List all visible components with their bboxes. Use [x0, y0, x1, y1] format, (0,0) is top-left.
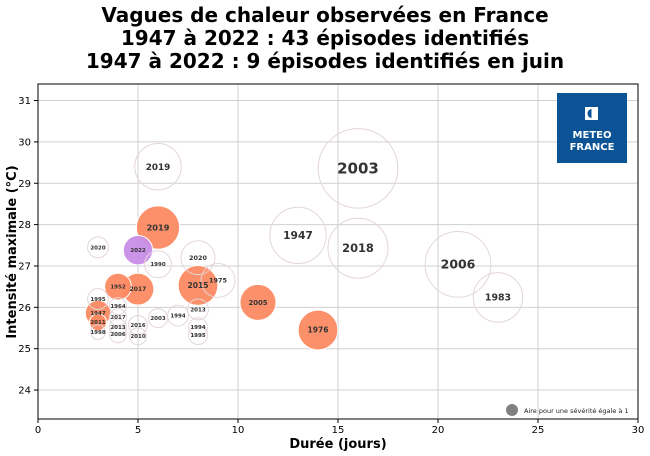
x-tick-label: 30 — [632, 425, 645, 436]
bubble-label: 1964 — [110, 304, 125, 310]
bubble-label: 2022 — [130, 248, 146, 254]
x-tick-label: 10 — [232, 425, 245, 436]
bubble-label: 1975 — [209, 277, 227, 285]
y-tick-label: 28 — [18, 220, 31, 231]
bubbles: 2003 2019 2019 1947 2018 2006 1983 1976 2005 1975… — [84, 128, 524, 351]
bubble-label: 2020 — [90, 245, 105, 251]
size-legend-marker — [506, 404, 518, 416]
bubble-2013 — [187, 298, 209, 321]
y-tick-label: 27 — [18, 261, 31, 272]
svg-text:FRANCE: FRANCE — [570, 142, 615, 153]
bubble-label: 2003 — [150, 316, 165, 322]
bubble-2016 — [128, 315, 148, 336]
bubble-label: 1995 — [90, 297, 105, 303]
bubble-label: 2011 — [90, 320, 105, 326]
x-tick-label: 15 — [332, 425, 345, 436]
bubble-label: 2003 — [337, 160, 379, 178]
bubble-1998 — [90, 324, 106, 340]
svg-text:METEO: METEO — [573, 130, 612, 141]
x-tick-label: 20 — [432, 425, 445, 436]
bubble-label: 1994 — [170, 314, 185, 320]
y-tick-label: 25 — [18, 344, 31, 355]
bubble-label: 2019 — [147, 222, 170, 232]
bubble-2010 — [129, 327, 147, 346]
bubble-label: 2006 — [441, 257, 476, 272]
bubble-label: 1995 — [190, 333, 205, 339]
bubble-label: 1952 — [110, 285, 125, 291]
bubble-label: 2016 — [130, 323, 145, 329]
y-axis-label: Intensité maximale (°C) — [5, 165, 20, 338]
chart-title-line-3: 1947 à 2022 : 9 épisodes identifiés en j… — [85, 49, 565, 73]
size-legend-label: Aire pour une sévérité égale à 1 — [524, 407, 629, 415]
bubble-1983 — [472, 272, 524, 323]
bubble-1952 — [104, 272, 132, 301]
bubble-2013 — [109, 318, 127, 337]
bubble-2003 — [317, 128, 399, 209]
bubble-label: 1994 — [190, 325, 205, 331]
chart-title-line-2: 1947 à 2022 : 43 épisodes identifiés — [120, 26, 530, 50]
bubble-label: 1998 — [90, 330, 105, 336]
chart-title-line-1: Vagues de chaleur observées en France — [101, 3, 549, 27]
bubble-1947 — [269, 206, 327, 265]
bubble-label: 2013 — [190, 307, 205, 313]
bubble-1975 — [200, 262, 236, 298]
y-tick-label: 26 — [18, 303, 31, 314]
bubble-2020 — [180, 240, 216, 276]
x-tick-label: 5 — [135, 425, 141, 436]
bubble-label: 2005 — [248, 299, 267, 307]
bubble-2003 — [148, 308, 168, 329]
meteo-france-logo: METEO FRANCE — [557, 93, 627, 163]
bubble-label: 2010 — [130, 334, 145, 340]
bubble-1976 — [297, 309, 339, 351]
bubble-2015 — [177, 265, 219, 306]
y-tick-label: 24 — [18, 386, 31, 397]
y-tick-label: 30 — [18, 137, 31, 148]
bubble-2006 — [109, 325, 127, 344]
bubble-1995 — [188, 325, 208, 346]
bubble-2006 — [424, 230, 492, 298]
bubble-2022 — [122, 235, 154, 266]
bubble-label: 2018 — [342, 241, 374, 255]
bubble-label: 1983 — [485, 293, 511, 304]
y-tick-label: 29 — [18, 179, 31, 190]
bubble-label: 2019 — [146, 163, 171, 173]
bubble-label: 1990 — [150, 262, 165, 268]
bubble-label: 1947 — [90, 311, 105, 317]
y-tick-label: 31 — [18, 96, 31, 107]
bubble-2018 — [327, 217, 389, 279]
bubble-1964 — [109, 297, 127, 316]
bubble-1990 — [144, 250, 172, 279]
bubble-label: 1976 — [307, 326, 328, 335]
bubble-label: 2006 — [110, 332, 125, 338]
bubble-2005 — [239, 283, 277, 321]
ticks: 0 5 10 15 20 25 30 24 25 26 27 28 29 30 31 — [18, 96, 644, 436]
bubble-label: 2017 — [130, 286, 147, 293]
bubble-2019 — [134, 142, 182, 191]
bubble-label: 2020 — [189, 254, 207, 262]
bubble-label: 1947 — [283, 229, 313, 242]
bubble-2020 — [87, 236, 109, 259]
bubble-label: 2017 — [110, 315, 125, 321]
x-tick-label: 25 — [532, 425, 545, 436]
bubble-1994 — [188, 317, 208, 338]
x-tick-label: 0 — [35, 425, 41, 436]
bubble-label: 2015 — [187, 281, 208, 290]
bubble-1995 — [87, 288, 109, 310]
x-axis-label: Durée (jours) — [289, 437, 386, 452]
bubble-label: 2013 — [110, 325, 125, 331]
